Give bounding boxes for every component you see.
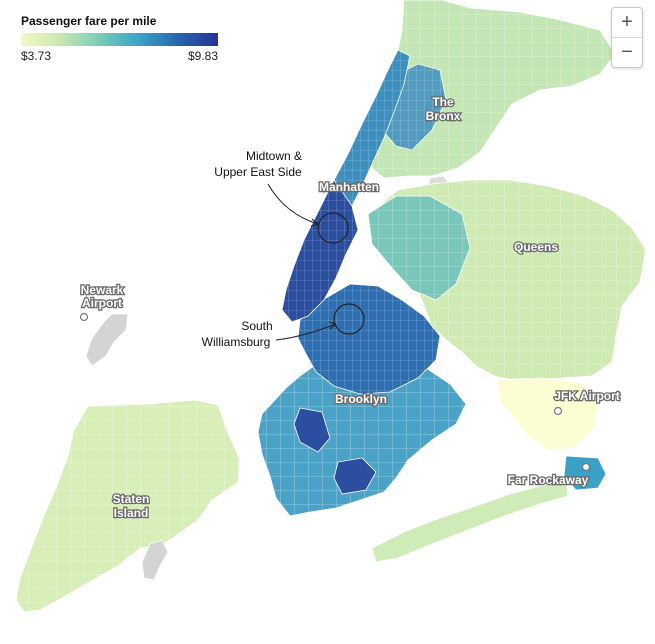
jfk-airport-area [497, 377, 601, 451]
legend-color-ramp [21, 33, 218, 46]
fare-legend: Passenger fare per mile $3.73 $9.83 [21, 14, 221, 63]
midtown-annotation-2: Upper East Side [214, 165, 302, 179]
legend-labels: $3.73 $9.83 [21, 49, 218, 63]
legend-min-label: $3.73 [21, 49, 52, 63]
williamsburg-annotation: South [241, 319, 272, 333]
bronx-label-2: Bronx [426, 109, 461, 123]
rockaway-peninsula [371, 479, 569, 563]
bronx-region[interactable] [371, 0, 616, 179]
manhattan-region[interactable] [281, 49, 411, 323]
staten-island-region[interactable] [15, 399, 241, 613]
newark-airport-label: Newark [81, 283, 124, 297]
far-rockaway-marker [581, 462, 591, 472]
far-rockaway-label: Far Rockaway [508, 473, 589, 487]
zoom-out-button[interactable]: − [612, 37, 642, 67]
queens-label: Queens [514, 240, 558, 254]
newark-airport-marker [79, 312, 89, 322]
bronx-label: The [432, 95, 454, 109]
newark-airport-label-2: Airport [82, 296, 122, 310]
sheepshead-dark-area [333, 457, 377, 495]
legend-max-label: $9.83 [187, 49, 218, 63]
newark-airport-area [85, 313, 129, 367]
brooklyn-region[interactable] [257, 283, 467, 517]
staten-island-label: Staten [113, 492, 150, 506]
far-rockaway-area [563, 455, 607, 491]
jfk-airport-label: JFK Airport [554, 389, 620, 403]
midtown-highlight-circle [317, 212, 349, 244]
zoom-controls: + − [611, 7, 643, 68]
zoom-in-button[interactable]: + [621, 11, 633, 33]
manhattan-label: Manhatten [319, 180, 379, 194]
fresh-kills-gray-area [141, 539, 169, 581]
jfk-airport-marker [553, 406, 563, 416]
williamsburg-leader-line [275, 323, 337, 341]
staten-island-label-2: Island [114, 506, 149, 520]
williamsburg-annotation-2: Williamsburg [202, 335, 271, 349]
south-brooklyn-dark-area [293, 407, 331, 453]
midtown-annotation: Midtown & [246, 149, 302, 163]
midtown-leader-line [267, 183, 319, 225]
legend-title: Passenger fare per mile [21, 14, 157, 28]
williamsburg-highlight-circle [333, 303, 365, 335]
brooklyn-label: Brooklyn [335, 392, 387, 406]
